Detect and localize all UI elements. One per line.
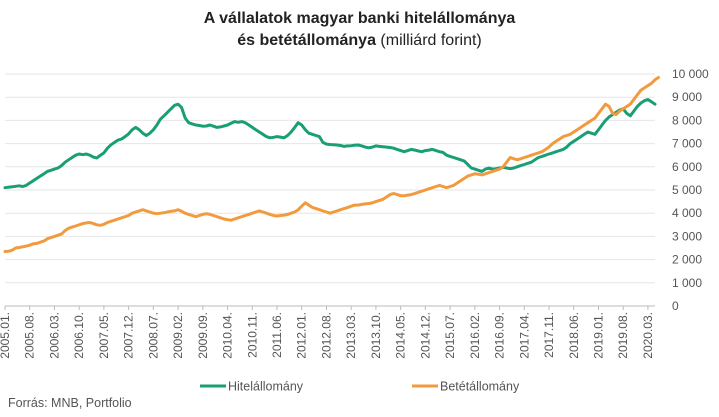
x-tick-label: 2006.10. [72,312,86,359]
y-tick-label: 4 000 [672,206,702,220]
x-tick-label: 2010.11. [245,312,259,358]
y-tick-label: 10 000 [672,67,709,81]
x-tick-label: 2005.08. [23,312,37,359]
x-tick-label: 2014.12. [418,312,432,359]
x-tick-label: 2007.12. [122,312,136,359]
y-tick-label: 8 000 [672,113,702,127]
chart-title-line2-bold: és betétállománya [237,32,376,49]
x-tick-label: 2011.06. [270,312,284,358]
legend: Hitelállomány Betétállomány [200,380,520,394]
x-tick-label: 2006.03. [47,312,61,359]
y-tick-label: 6 000 [672,160,702,174]
x-tick-label: 2016.09. [493,312,507,359]
y-tick-label: 7 000 [672,137,702,151]
legend-label-betet: Betétállomány [440,380,520,394]
x-tick-label: 2013.03. [344,312,358,359]
hitelallomany-line [3,98,657,190]
x-tick-label: 2007.05. [97,312,111,359]
x-tick-label: 2008.07. [146,312,160,359]
y-tick-label: 1 000 [672,276,702,290]
x-tick-label: 2005.01. [0,312,12,359]
x-tick-label: 2018.06. [567,312,581,359]
chart-title: A vállalatok magyar banki hitelállománya… [0,8,719,52]
x-tick-label: 2016.02. [468,312,482,359]
x-tick-label: 2013.10. [369,312,383,359]
x-tick-label: 2015.07. [443,312,457,359]
chart-title-line2: és betétállománya (milliárd forint) [0,30,719,52]
y-tick-label: 5 000 [672,183,702,197]
x-tick-label: 2020.03. [641,312,655,359]
x-tick-label: 2017.04. [517,312,531,359]
betetallomany-line [3,76,660,253]
grid-lines [5,73,655,307]
x-axis-ticks: 2005.01. 2005.08. 2006.03. 2006.10. 2007.05.… [0,306,655,359]
x-tick-label: 2009.02. [171,312,185,359]
y-tick-label: 0 [672,299,679,313]
chart-title-line1: A vállalatok magyar banki hitelállománya [203,10,516,27]
x-tick-label: 2009.09. [196,312,210,359]
x-tick-label: 2017.11. [542,312,556,358]
x-tick-label: 2012.01. [295,312,309,359]
y-axis-ticks: 0 1 000 2 000 3 000 4 000 5 000 6 000 7 000 8 00… [672,67,709,313]
x-tick-label: 2014.05. [394,312,408,359]
legend-label-hitel: Hitelállomány [228,380,304,394]
y-tick-label: 2 000 [672,253,702,267]
x-tick-label: 2019.01. [591,312,605,359]
x-tick-label: 2010.04. [221,312,235,359]
source-note: Forrás: MNB, Portfolio [8,396,132,410]
y-tick-label: 3 000 [672,229,702,243]
series-lines [3,76,660,253]
x-tick-label: 2019.08. [616,312,630,359]
y-tick-label: 9 000 [672,90,702,104]
chart-title-unit: (milliárd forint) [375,32,482,49]
x-tick-label: 2012.08. [319,312,333,359]
